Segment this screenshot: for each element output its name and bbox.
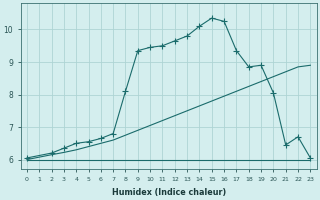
X-axis label: Humidex (Indice chaleur): Humidex (Indice chaleur): [111, 188, 226, 197]
